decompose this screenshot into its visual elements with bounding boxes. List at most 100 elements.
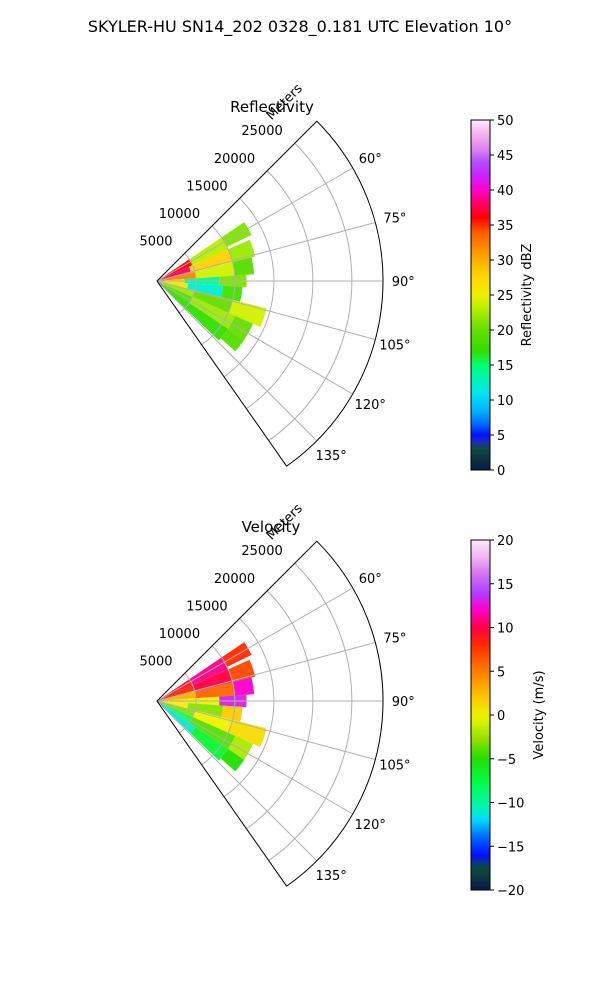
azimuth-spoke-0 [156, 167, 353, 282]
data-cell-1 [157, 685, 195, 701]
reflectivity-cells [157, 222, 267, 352]
colorbar-tick-label: 20 [497, 324, 514, 339]
data-cell-12 [187, 703, 224, 718]
radial-tick-label: 20000 [214, 152, 255, 167]
data-cell-18 [232, 257, 255, 276]
figure-suptitle: SKYLER-HU SN14_202 0328_0.181 UTC Elevat… [88, 17, 512, 37]
reflectivity-colorbar-label: Reflectivity dBZ [520, 244, 535, 347]
range-ring-2 [223, 617, 275, 798]
range-ring-3 [246, 590, 314, 830]
colorbar-tick-label: 0 [497, 709, 505, 724]
colorbar-tick-label: 5 [497, 429, 505, 444]
data-cell-23 [220, 748, 245, 772]
azimuth-spoke-0 [156, 587, 353, 702]
reflectivity-title: Reflectivity [230, 98, 314, 116]
colorbar-tick-label: −5 [497, 753, 516, 768]
data-cell-10 [194, 682, 235, 699]
radial-tick-label: 15000 [186, 599, 227, 614]
azimuth-tick-label: 90° [392, 275, 415, 290]
data-cell-5 [157, 701, 195, 717]
azimuth-tick-label: 105° [379, 759, 410, 774]
azimuth-tick-label: 60° [359, 152, 382, 167]
colorbar-tick-label: 10 [497, 394, 514, 409]
data-cell-18 [232, 677, 255, 696]
radial-tick-label: 5000 [139, 654, 172, 669]
colorbar-tick-label: 40 [497, 184, 514, 199]
data-cell-21 [228, 719, 267, 747]
colorbar-tick-label: 25 [497, 289, 514, 304]
velocity-axis-labels: 500010000150002000025000Meters60°75°90°1… [139, 501, 414, 884]
data-cell-1 [157, 266, 192, 281]
range-ring-0 [179, 253, 197, 314]
colorbar-tick-label: 20 [497, 534, 514, 549]
data-cell-22 [228, 315, 254, 340]
colorbar-tick-label: 5 [497, 665, 505, 680]
azimuth-tick-label: 120° [355, 818, 386, 833]
azimuth-tick-label: 75° [383, 631, 406, 646]
velocity-grid [156, 540, 384, 887]
range-ring-0 [179, 673, 197, 734]
velocity-colorbar-ticks: −20 −15 −10 −5 0 5 10 15 20 [490, 534, 524, 899]
radial-tick-label: 20000 [214, 572, 255, 587]
colorbar-tick-label: 0 [497, 464, 505, 479]
range-ring-1 [201, 645, 236, 766]
colorbar-tick-label: 35 [497, 219, 514, 234]
colorbar-tick-label: 45 [497, 149, 514, 164]
radial-tick-label: 25000 [241, 124, 282, 139]
data-cell-9 [192, 669, 233, 692]
azimuth-spoke-4 [156, 280, 353, 395]
data-cell-23 [220, 328, 245, 352]
data-cell-20 [221, 285, 243, 302]
colorbar-tick-label: 30 [497, 254, 514, 269]
azimuth-spoke-3 [156, 280, 376, 340]
azimuth-spoke-3 [156, 700, 376, 760]
colorbar-tick-label: −15 [497, 840, 524, 855]
azimuth-tick-label: 120° [355, 398, 386, 413]
sector-frame [156, 120, 384, 467]
range-ring-4 [268, 142, 353, 442]
data-cell-10 [194, 262, 235, 279]
colorbar-tick-label: −20 [497, 884, 524, 899]
velocity-cells [157, 642, 267, 772]
azimuth-tick-label: 105° [379, 339, 410, 354]
range-ring-2 [223, 197, 275, 378]
reflectivity-colorbar-ticks: 0 5 10 15 20 25 30 35 40 45 50 [490, 114, 514, 479]
azimuth-spoke-4 [156, 700, 353, 815]
data-cell-7 [157, 281, 196, 314]
azimuth-tick-label: 60° [359, 572, 382, 587]
data-cell-15 [190, 307, 229, 341]
reflectivity-grid [156, 120, 384, 467]
reflectivity-panel: Reflectivity 500010000150002000025000Met… [139, 81, 415, 467]
radial-tick-label: 10000 [159, 207, 200, 222]
range-ring-1 [201, 225, 236, 346]
data-cell-5 [157, 281, 195, 297]
data-cell-22 [228, 735, 254, 760]
data-cell-12 [187, 283, 224, 298]
velocity-colorbar: −20 −15 −10 −5 0 5 10 15 20 Velocity (m/s) [470, 534, 547, 899]
reflectivity-colorbar-bar [470, 119, 491, 471]
velocity-panel: Velocity 500010000150002000025000Meters6… [139, 501, 415, 887]
azimuth-tick-label: 75° [383, 211, 406, 226]
sector-frame [156, 540, 384, 887]
radial-tick-label: 15000 [186, 179, 227, 194]
azimuth-tick-label: 135° [315, 449, 346, 464]
data-cell-21 [228, 299, 267, 327]
velocity-colorbar-label: Velocity (m/s) [532, 670, 547, 759]
radial-tick-label: 10000 [159, 627, 200, 642]
colorbar-tick-label: 15 [497, 578, 514, 593]
azimuth-spoke-1 [156, 222, 376, 282]
range-ring-4 [268, 562, 353, 862]
azimuth-spoke-5 [156, 280, 318, 442]
data-cell-13 [192, 290, 233, 313]
radial-tick-label: 25000 [241, 544, 282, 559]
data-cell-7 [157, 701, 196, 734]
data-cell-9 [189, 249, 233, 273]
colorbar-tick-label: 10 [497, 622, 514, 637]
azimuth-spoke-5 [156, 700, 318, 862]
data-cell-15 [190, 727, 229, 761]
data-cell-13 [192, 710, 233, 733]
range-ring-3 [246, 170, 314, 410]
colorbar-tick-label: 50 [497, 114, 514, 129]
data-cell-20 [221, 705, 243, 722]
